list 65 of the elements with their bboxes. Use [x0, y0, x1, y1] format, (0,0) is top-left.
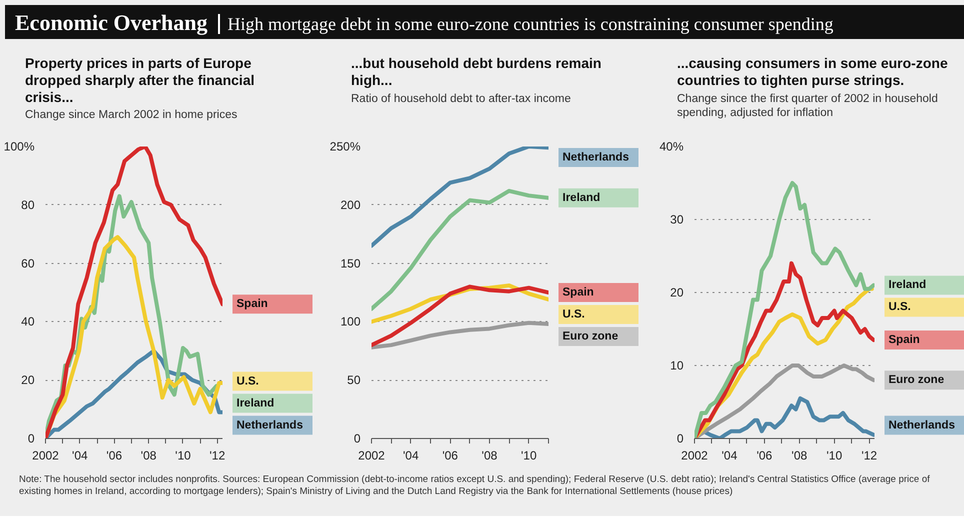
series-label: Ireland	[888, 279, 926, 292]
x-tick-label: '10	[826, 448, 842, 462]
chart-subtitle: Change since March 2002 in home prices	[25, 108, 238, 123]
series-label: U.S.	[562, 308, 585, 320]
series-label: Spain	[888, 334, 920, 346]
y-tick-label: 100%	[4, 140, 35, 154]
y-tick-label: 30	[670, 212, 684, 226]
y-tick-label: 20	[670, 286, 684, 300]
x-tick-label: '04	[722, 448, 738, 462]
line-series	[694, 181, 874, 438]
x-tick-label: '12	[210, 448, 226, 462]
x-tick-label: '08	[792, 448, 808, 462]
y-tick-label: 80	[21, 198, 35, 212]
chart-title: Property prices in parts of Europe dropped sharply after the financial crisis...	[25, 55, 256, 106]
x-tick-label: '06	[442, 448, 458, 462]
chart-title: ...causing consumers in some euro-zone countries to tighten purse strings.	[677, 55, 949, 89]
line-series	[694, 364, 874, 438]
chart-subtitle: Change since the first quarter of 2002 in household spending, adjusted for inflation	[677, 92, 939, 120]
series-label: Spain	[562, 286, 594, 298]
line-series	[372, 188, 548, 311]
y-tick-label: 0	[28, 432, 35, 446]
series-label: Netherlands	[888, 419, 955, 432]
x-tick-label: '06	[106, 448, 122, 462]
series-label: Netherlands	[562, 152, 629, 164]
series-label: Netherlands	[236, 419, 303, 432]
series-label: Euro zone	[562, 330, 618, 342]
series-label: Ireland	[562, 192, 600, 204]
text: Economic Overhang	[15, 10, 208, 35]
chart-subtitle: Ratio of household debt to after-tax income	[351, 92, 572, 106]
x-tick-label: '10	[521, 448, 537, 462]
series-label: Spain	[236, 298, 268, 310]
y-tick-label: 0	[676, 432, 684, 446]
x-tick-label: '12	[861, 448, 878, 462]
line-series	[372, 320, 548, 350]
text: Note: The household sector includes nonprofits. Sources: European Commission (debt-to-income ratios except U.S. and spending); Federal Reserve (U.S. debt ratio); Ireland's Central Statistics Office (average price of existing homes in Ireland, according to mortgage lenders); Spain's Ministry of Living and the Dutch Land Registry via the Bank for International Settlements (house prices)	[19, 474, 931, 498]
line-series	[46, 235, 222, 438]
text: Ireland	[236, 397, 274, 410]
y-tick-label: 250%	[330, 140, 361, 154]
x-tick-label: 2002	[32, 448, 60, 462]
x-tick-label: '08	[140, 448, 157, 462]
y-tick-label: 0	[354, 432, 361, 446]
chart-title: ...but household debt burdens remain high...	[351, 55, 602, 89]
line-series	[46, 146, 222, 438]
series-label: U.S.	[888, 301, 911, 314]
y-tick-label: 20	[21, 373, 35, 388]
line-series	[372, 284, 548, 348]
y-tick-label: 40%	[659, 140, 684, 154]
series-label: U.S.	[236, 375, 259, 388]
y-tick-label: 60	[21, 256, 35, 270]
series-label: Euro zone	[888, 374, 944, 386]
x-tick-label: 2002	[681, 448, 708, 462]
y-tick-label: 40	[21, 314, 35, 329]
x-tick-label: '06	[756, 448, 773, 462]
y-tick-label: 100	[340, 314, 361, 329]
x-tick-label: '08	[482, 448, 498, 462]
x-tick-label: '04	[72, 448, 88, 462]
x-tick-label: '04	[403, 448, 419, 462]
x-tick-label: 2002	[358, 448, 386, 462]
y-tick-label: 150	[340, 256, 361, 270]
line-series	[372, 146, 548, 248]
y-tick-label: 50	[347, 373, 361, 388]
x-tick-label: '10	[175, 448, 192, 462]
text: High mortgage debt in some euro-zone countries is constraining consumer spending	[218, 14, 834, 34]
y-tick-label: 200	[340, 198, 361, 212]
y-tick-label: 10	[670, 358, 684, 372]
